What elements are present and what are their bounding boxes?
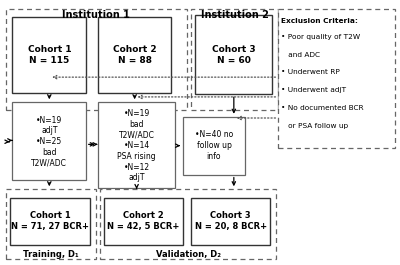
FancyBboxPatch shape xyxy=(104,198,183,245)
FancyBboxPatch shape xyxy=(12,102,86,180)
Text: or PSA follow up: or PSA follow up xyxy=(281,123,348,129)
FancyBboxPatch shape xyxy=(278,8,395,148)
Text: Exclusion Criteria:: Exclusion Criteria: xyxy=(281,18,358,24)
FancyBboxPatch shape xyxy=(10,198,90,245)
Text: Cohort 3
N = 20, 8 BCR+: Cohort 3 N = 20, 8 BCR+ xyxy=(194,211,267,231)
FancyBboxPatch shape xyxy=(191,198,270,245)
FancyBboxPatch shape xyxy=(6,189,96,259)
Text: Training, D₁: Training, D₁ xyxy=(24,250,79,259)
Text: •N=40 no
follow up
info: •N=40 no follow up info xyxy=(195,130,233,161)
Text: • Underwent adjT: • Underwent adjT xyxy=(281,87,346,94)
Text: Cohort 2
N = 88: Cohort 2 N = 88 xyxy=(113,45,156,65)
Text: •N=19
bad
T2W/ADC
•N=14
PSA rising
•N=12
adjT: •N=19 bad T2W/ADC •N=14 PSA rising •N=12… xyxy=(117,109,156,182)
Text: Validation, D₂: Validation, D₂ xyxy=(156,250,221,259)
Text: • Underwent RP: • Underwent RP xyxy=(281,69,340,76)
Text: Institution 2: Institution 2 xyxy=(201,10,268,20)
FancyBboxPatch shape xyxy=(98,102,175,188)
FancyBboxPatch shape xyxy=(100,189,276,259)
FancyBboxPatch shape xyxy=(6,8,187,110)
Text: Cohort 2
N = 42, 5 BCR+: Cohort 2 N = 42, 5 BCR+ xyxy=(107,211,180,231)
Text: Cohort 1
N = 115: Cohort 1 N = 115 xyxy=(28,45,71,65)
FancyBboxPatch shape xyxy=(191,8,278,110)
FancyBboxPatch shape xyxy=(98,16,171,93)
Text: •N=19
adjT
•N=25
bad
T2W/ADC: •N=19 adjT •N=25 bad T2W/ADC xyxy=(31,116,67,168)
FancyBboxPatch shape xyxy=(195,15,272,94)
Text: • Poor quality of T2W: • Poor quality of T2W xyxy=(281,34,360,40)
Text: and ADC: and ADC xyxy=(281,52,320,58)
FancyBboxPatch shape xyxy=(183,117,244,175)
Text: Cohort 1
N = 71, 27 BCR+: Cohort 1 N = 71, 27 BCR+ xyxy=(11,211,89,231)
FancyBboxPatch shape xyxy=(12,16,86,93)
Text: Institution 1: Institution 1 xyxy=(62,10,130,20)
Text: Cohort 3
N = 60: Cohort 3 N = 60 xyxy=(212,45,256,65)
Text: • No documented BCR: • No documented BCR xyxy=(281,105,364,111)
